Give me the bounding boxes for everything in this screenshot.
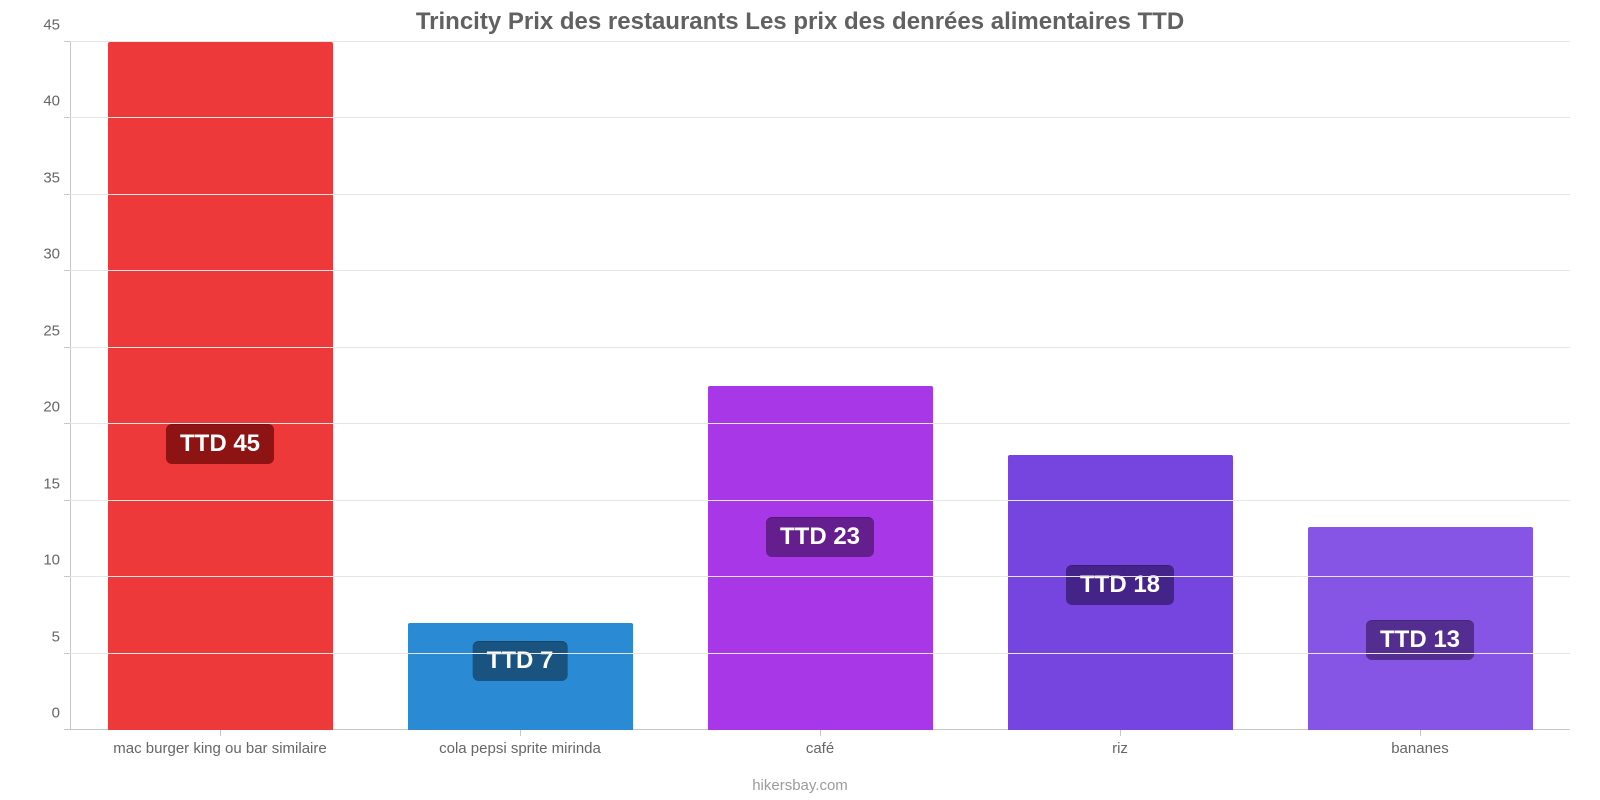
- plot-area: TTD 45TTD 7TTD 23TTD 18TTD 13 0510152025…: [70, 42, 1570, 730]
- y-tick-label: 45: [43, 17, 70, 34]
- y-tick-mark: [64, 423, 70, 424]
- x-tick-label: riz: [1112, 730, 1128, 757]
- bars-group: TTD 45 TTD 7 TTD 23 TTD 18 TTD 13: [70, 42, 1570, 730]
- grid-line: [70, 576, 1570, 577]
- bar-value-label: TTD 23: [766, 517, 874, 557]
- grid-line: [70, 117, 1570, 118]
- y-tick-label: 5: [52, 628, 70, 645]
- x-tick-label: mac burger king ou bar similaire: [113, 730, 326, 757]
- bar-value-label: TTD 13: [1366, 620, 1474, 660]
- y-tick-mark: [64, 500, 70, 501]
- bar-slot: TTD 45: [108, 42, 333, 730]
- y-tick-label: 0: [52, 705, 70, 722]
- y-tick-label: 15: [43, 475, 70, 492]
- bar-slot: TTD 18: [1008, 42, 1233, 730]
- attribution-text: hikersbay.com: [0, 777, 1600, 794]
- bar-slot: TTD 13: [1308, 42, 1533, 730]
- y-tick-label: 40: [43, 93, 70, 110]
- grid-line: [70, 653, 1570, 654]
- y-tick-label: 20: [43, 399, 70, 416]
- grid-line: [70, 41, 1570, 42]
- y-tick-label: 35: [43, 169, 70, 186]
- y-tick-label: 25: [43, 322, 70, 339]
- chart-title: Trincity Prix des restaurants Les prix d…: [0, 8, 1600, 36]
- bar-value-label: TTD 7: [473, 641, 568, 681]
- grid-line: [70, 270, 1570, 271]
- bar-value-label: TTD 18: [1066, 565, 1174, 605]
- bar-slot: TTD 7: [408, 42, 633, 730]
- chart-container: Trincity Prix des restaurants Les prix d…: [0, 0, 1600, 800]
- y-tick-mark: [64, 729, 70, 730]
- grid-line: [70, 500, 1570, 501]
- grid-line: [70, 194, 1570, 195]
- grid-line: [70, 347, 1570, 348]
- bar: [108, 42, 333, 730]
- y-tick-mark: [64, 653, 70, 654]
- y-tick-mark: [64, 347, 70, 348]
- x-tick-label: bananes: [1391, 730, 1449, 757]
- grid-line: [70, 423, 1570, 424]
- y-tick-mark: [64, 117, 70, 118]
- x-tick-label: cola pepsi sprite mirinda: [439, 730, 601, 757]
- bar: [708, 386, 933, 730]
- y-tick-label: 30: [43, 246, 70, 263]
- y-tick-label: 10: [43, 552, 70, 569]
- x-tick-label: café: [806, 730, 834, 757]
- y-tick-mark: [64, 576, 70, 577]
- y-tick-mark: [64, 41, 70, 42]
- y-tick-mark: [64, 194, 70, 195]
- bar-slot: TTD 23: [708, 42, 933, 730]
- bar-value-label: TTD 45: [166, 424, 274, 464]
- y-tick-mark: [64, 270, 70, 271]
